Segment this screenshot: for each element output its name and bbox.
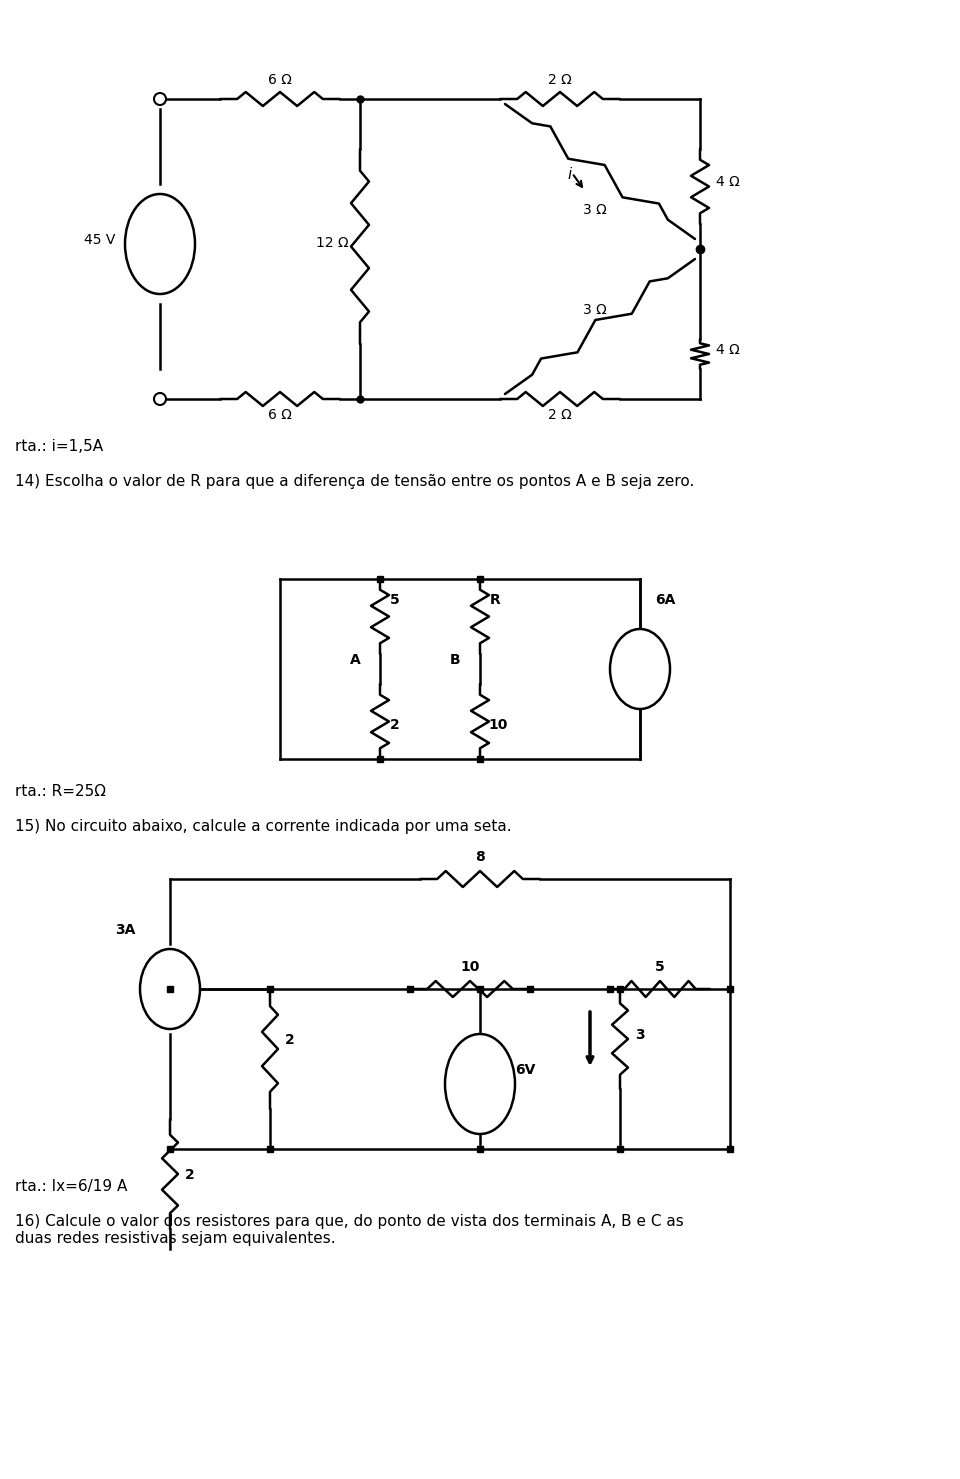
Text: 3A: 3A: [115, 923, 135, 938]
Text: rta.: Ix=6/19 A: rta.: Ix=6/19 A: [15, 1179, 128, 1194]
Text: rta.: i=1,5A: rta.: i=1,5A: [15, 439, 103, 454]
Text: 6V: 6V: [515, 1063, 535, 1077]
Text: 8: 8: [475, 850, 485, 864]
Text: 2: 2: [390, 717, 400, 732]
Circle shape: [154, 93, 166, 105]
Text: 2 Ω: 2 Ω: [548, 408, 572, 422]
Ellipse shape: [125, 194, 195, 294]
Text: 2: 2: [185, 1168, 195, 1182]
Text: 2: 2: [285, 1032, 295, 1047]
Ellipse shape: [140, 950, 200, 1029]
Text: 3: 3: [636, 1028, 645, 1043]
Text: 3 Ω: 3 Ω: [583, 203, 607, 217]
Text: 6A: 6A: [655, 593, 676, 606]
Text: rta.: R=25Ω: rta.: R=25Ω: [15, 784, 106, 799]
Text: 10: 10: [489, 717, 508, 732]
Text: 3 Ω: 3 Ω: [583, 303, 607, 317]
Text: 10: 10: [460, 960, 480, 975]
Text: 5: 5: [655, 960, 665, 975]
Text: 4 Ω: 4 Ω: [716, 343, 740, 356]
Text: B: B: [449, 654, 460, 667]
Text: +: +: [156, 219, 169, 235]
Text: 5: 5: [390, 593, 400, 606]
Text: 6 Ω: 6 Ω: [268, 408, 292, 422]
Text: R: R: [490, 593, 500, 606]
Text: 2 Ω: 2 Ω: [548, 72, 572, 87]
Text: 14) Escolha o valor de R para que a diferença de tensão entre os pontos A e B se: 14) Escolha o valor de R para que a dife…: [15, 473, 694, 490]
Text: −: −: [475, 1092, 491, 1111]
Ellipse shape: [610, 629, 670, 708]
Ellipse shape: [445, 1034, 515, 1134]
Text: 12 Ω: 12 Ω: [316, 237, 348, 250]
Text: 6 Ω: 6 Ω: [268, 72, 292, 87]
Text: −: −: [155, 251, 171, 271]
Text: 45 V: 45 V: [84, 234, 116, 247]
Text: A: A: [349, 654, 360, 667]
Circle shape: [154, 393, 166, 405]
Text: 16) Calcule o valor dos resistores para que, do ponto de vista dos terminais A, : 16) Calcule o valor dos resistores para …: [15, 1214, 684, 1247]
Text: 4 Ω: 4 Ω: [716, 175, 740, 189]
Text: 15) No circuito abaixo, calcule a corrente indicada por uma seta.: 15) No circuito abaixo, calcule a corren…: [15, 819, 512, 834]
Text: +: +: [477, 1062, 489, 1077]
Text: i: i: [568, 167, 572, 182]
